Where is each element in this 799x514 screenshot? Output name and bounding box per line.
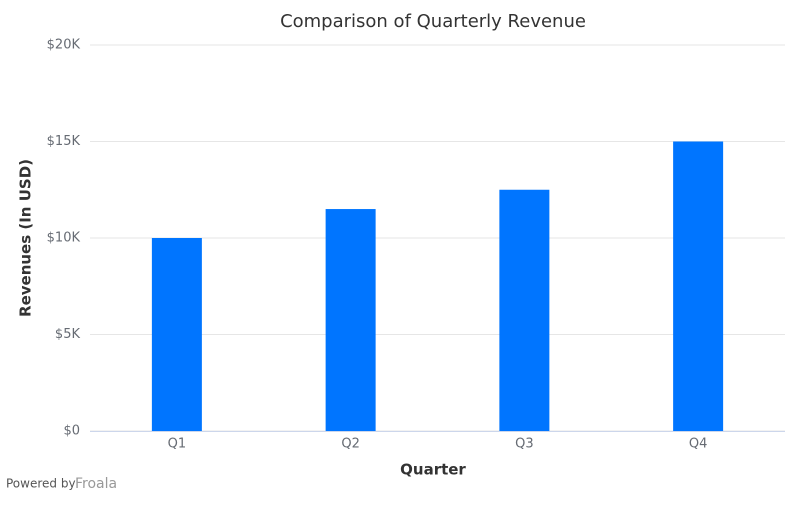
bar xyxy=(499,189,550,431)
x-tick-label: Q2 xyxy=(341,437,360,452)
y-tick-label: $15K xyxy=(47,134,81,149)
y-tick-label: $20K xyxy=(47,38,81,53)
credit-brand[interactable]: Froala xyxy=(75,476,117,492)
credit-prefix[interactable]: Powered by xyxy=(6,477,76,491)
y-tick-label: $0 xyxy=(63,424,80,439)
bar xyxy=(673,141,724,431)
x-axis-title: Quarter xyxy=(400,461,466,479)
y-tick-label: $5K xyxy=(55,327,81,342)
bar xyxy=(151,238,202,431)
y-axis-title: Revenues (In USD) xyxy=(17,159,35,317)
x-tick-label: Q1 xyxy=(168,437,187,452)
y-tick-label: $10K xyxy=(47,231,81,246)
x-tick-label: Q3 xyxy=(515,437,534,452)
chart-title: Comparison of Quarterly Revenue xyxy=(280,11,586,32)
bar xyxy=(325,209,376,431)
x-tick-label: Q4 xyxy=(689,437,708,452)
